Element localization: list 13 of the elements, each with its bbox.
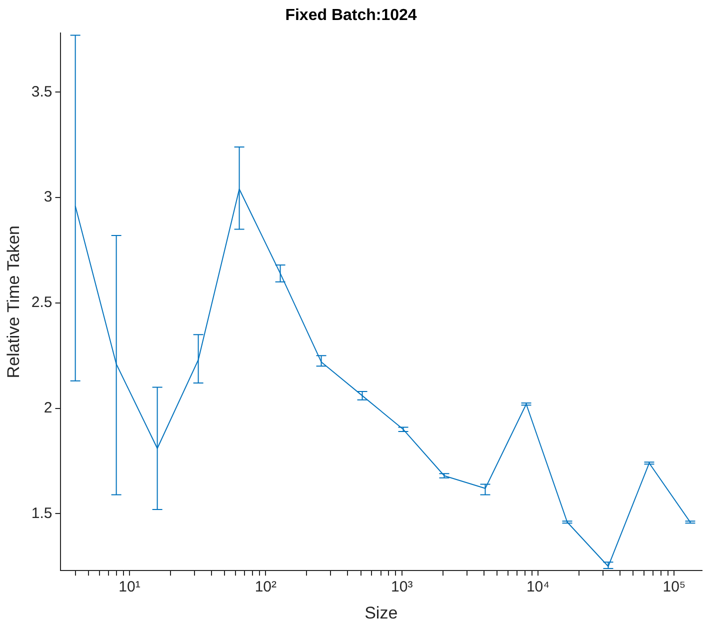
x-tick-label: 10⁵ (662, 578, 686, 596)
x-tick-label: 10⁴ (526, 578, 550, 596)
y-tick-label: 2 (44, 399, 52, 416)
chart-title: Fixed Batch:1024 (285, 7, 417, 24)
y-tick-label: 3 (44, 188, 52, 206)
x-tick-label: 10³ (391, 578, 413, 596)
x-tick-label: 10² (254, 578, 277, 596)
x-tick-label: 10¹ (118, 578, 140, 596)
x-axis-title: Size (364, 603, 398, 622)
y-tick-label: 1.5 (31, 504, 52, 522)
y-tick-label: 3.5 (31, 83, 52, 100)
y-axis-title: Relative Time Taken (4, 226, 23, 378)
y-tick-label: 2.5 (31, 294, 52, 312)
